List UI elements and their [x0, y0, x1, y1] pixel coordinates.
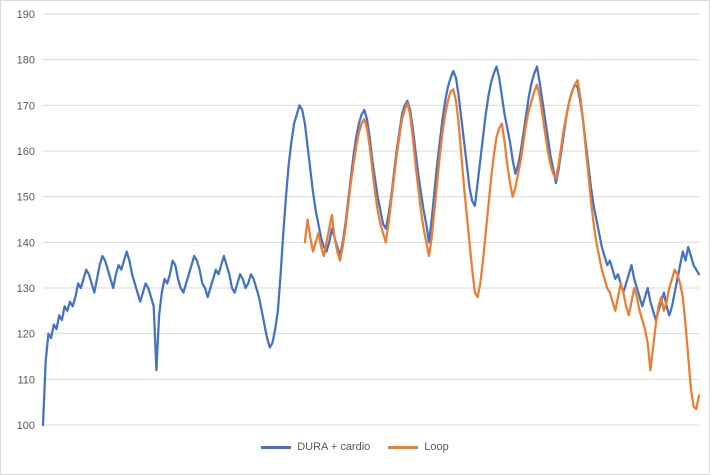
legend-label-dura-cardio: DURA + cardio [297, 441, 371, 453]
series-line-loop [303, 79, 701, 411]
y-axis-tick-label: 160 [17, 146, 35, 158]
legend-line-loop [388, 446, 419, 449]
y-axis-tick-label: 120 [17, 329, 35, 341]
y-axis-tick-label: 140 [17, 237, 35, 249]
series-line-dura-cardio [41, 65, 701, 427]
y-axis-tick-label: 190 [17, 9, 35, 21]
y-axis-tick-label: 180 [17, 55, 35, 67]
chart-legend: DURA + cardio Loop [1, 442, 709, 453]
y-axis-tick-label: 100 [17, 420, 35, 432]
y-axis-tick-label: 170 [17, 100, 35, 112]
legend-line-dura-cardio [261, 446, 292, 449]
y-axis-tick-label: 110 [17, 374, 35, 386]
legend-item-dura-cardio[interactable]: DURA + cardio [261, 442, 370, 453]
legend-label-loop: Loop [424, 441, 449, 453]
y-axis-tick-label: 130 [17, 283, 35, 295]
legend-item-loop[interactable]: Loop [388, 441, 449, 453]
y-axis-tick-label: 150 [17, 192, 35, 204]
